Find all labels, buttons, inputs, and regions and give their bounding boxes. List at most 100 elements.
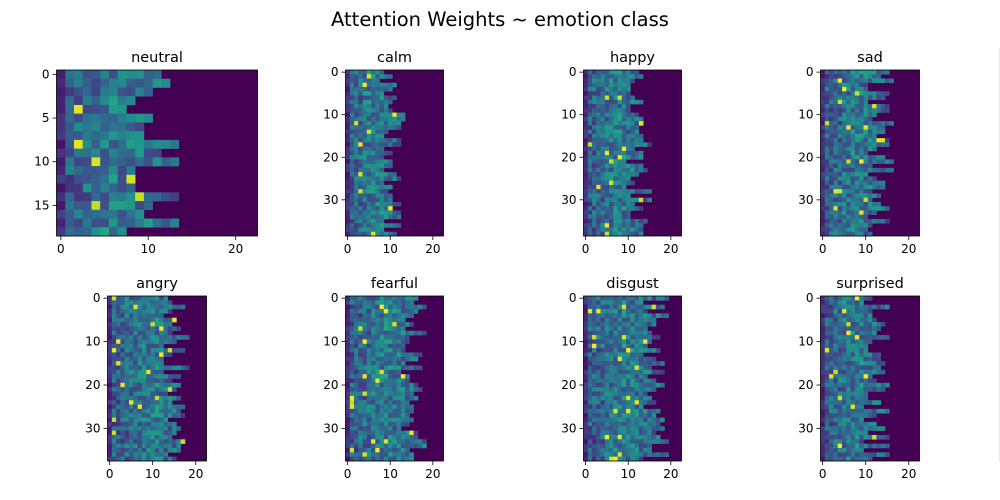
- heatmap-cell: [829, 391, 834, 397]
- heatmap-cell: [820, 87, 826, 92]
- heatmap-cell: [592, 74, 597, 79]
- heatmap-cell: [885, 142, 890, 147]
- heatmap-cell: [358, 91, 363, 96]
- heatmap-cell: [375, 456, 380, 462]
- heatmap-cell: [609, 95, 614, 101]
- heatmap-cell: [375, 121, 380, 126]
- heatmap-cell: [630, 304, 635, 310]
- heatmap-cell: [587, 74, 593, 79]
- heatmap-cell: [626, 417, 631, 423]
- heatmap-cell: [111, 313, 117, 319]
- heatmap-cell: [876, 129, 882, 135]
- heatmap-cell: [621, 91, 627, 96]
- heatmap-cell: [159, 443, 164, 449]
- heatmap-cell: [846, 313, 851, 319]
- heatmap-cell: [596, 133, 601, 139]
- heatmap-cell: [349, 456, 355, 462]
- heatmap-cell: [366, 206, 372, 211]
- heatmap-cell: [583, 313, 589, 319]
- heatmap-cell: [396, 116, 402, 122]
- heatmap-cell: [116, 335, 121, 340]
- heatmap-cell: [366, 180, 372, 186]
- heatmap-cell: [833, 125, 839, 130]
- heatmap-cell: [379, 206, 385, 211]
- heatmap-cell: [366, 91, 372, 96]
- heatmap-cell: [596, 395, 601, 401]
- heatmap-cell: [383, 172, 389, 177]
- heatmap-cell: [846, 189, 851, 194]
- heatmap-cell: [152, 192, 162, 202]
- heatmap-cell: [609, 180, 614, 186]
- heatmap-cell: [837, 142, 843, 147]
- heatmap-cell: [400, 361, 406, 366]
- heatmap-cell: [643, 317, 648, 323]
- heatmap-cell: [596, 184, 601, 190]
- heatmap-cell: [837, 223, 843, 228]
- heatmap-cell: [850, 133, 856, 139]
- heatmap-cell: [107, 434, 113, 440]
- heatmap-cell: [617, 146, 623, 152]
- heatmap-cell: [655, 304, 661, 310]
- heatmap-cell: [854, 330, 860, 336]
- heatmap-cell: [626, 180, 631, 186]
- heatmap-cell: [583, 155, 589, 160]
- heatmap-cell: [388, 201, 393, 207]
- heatmap-cell: [859, 189, 864, 194]
- heatmap-cell: [850, 125, 856, 130]
- heatmap-cell: [604, 142, 610, 147]
- heatmap-cell: [345, 382, 351, 388]
- heatmap-cell: [400, 395, 406, 401]
- heatmap-cell: [362, 206, 368, 211]
- x-tick-label: 0: [344, 467, 352, 481]
- heatmap-cell: [867, 309, 873, 314]
- heatmap-cell: [117, 183, 127, 193]
- heatmap-cell: [863, 374, 869, 379]
- heatmap-cell: [617, 343, 623, 349]
- heatmap-cell: [872, 335, 877, 340]
- heatmap-cell: [604, 322, 610, 327]
- heatmap-cell: [824, 193, 830, 198]
- heatmap-cell: [621, 443, 627, 449]
- heatmap-cell: [388, 369, 393, 375]
- heatmap-cell: [850, 326, 856, 332]
- heatmap-cell: [596, 317, 601, 323]
- heatmap-cell: [651, 313, 657, 319]
- heatmap-cell: [120, 439, 126, 444]
- heatmap-cell: [366, 421, 372, 427]
- heatmap-cell: [172, 443, 177, 449]
- heatmap-cell: [362, 452, 368, 457]
- heatmap-cell: [184, 365, 190, 371]
- heatmap-cell: [345, 184, 351, 190]
- heatmap-cell: [596, 99, 601, 105]
- heatmap-cell: [643, 304, 648, 310]
- heatmap-cell: [846, 335, 851, 340]
- heatmap-cell: [405, 335, 410, 340]
- heatmap-cell: [592, 210, 597, 216]
- heatmap-cell: [643, 391, 648, 397]
- heatmap-cell: [354, 206, 359, 211]
- heatmap-cell: [863, 296, 869, 301]
- heatmap-cell: [383, 430, 389, 436]
- heatmap-cell: [137, 421, 143, 427]
- heatmap-cell: [842, 214, 847, 220]
- heatmap-cell: [842, 378, 847, 384]
- heatmap-cell: [842, 443, 847, 449]
- heatmap-cell: [634, 300, 640, 305]
- heatmap-cell: [592, 155, 597, 160]
- heatmap-cell: [141, 322, 147, 327]
- heatmap-cell: [596, 129, 601, 135]
- heatmap-cell: [634, 348, 640, 353]
- heatmap-cell: [880, 426, 886, 431]
- heatmap-cell: [863, 421, 869, 427]
- heatmap-cell: [349, 447, 355, 453]
- heatmap-cell: [91, 157, 101, 167]
- heatmap-cell: [107, 317, 113, 323]
- heatmap-cell: [354, 326, 359, 332]
- heatmap-cell: [379, 163, 385, 169]
- heatmap-cell: [867, 159, 873, 164]
- heatmap-cell: [829, 138, 834, 143]
- heatmap-cell: [159, 356, 164, 362]
- heatmap-cell: [850, 180, 856, 186]
- heatmap-cell: [379, 201, 385, 207]
- heatmap-cell: [137, 369, 143, 375]
